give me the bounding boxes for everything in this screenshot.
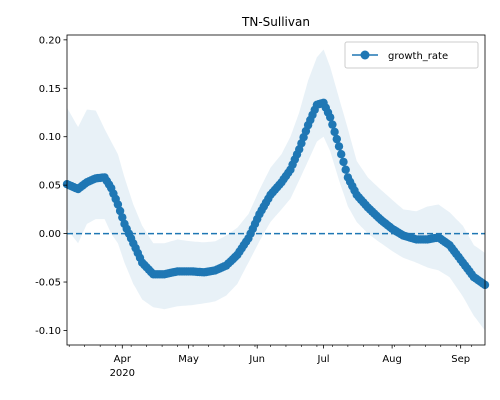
x-tick-sublabel: 2020 [110, 368, 135, 379]
x-tick-label: Aug [382, 354, 402, 365]
data-point [330, 127, 339, 137]
data-point [332, 134, 341, 144]
legend: growth_rate [344, 41, 479, 69]
data-point [341, 165, 350, 174]
y-tick-label: 0.10 [39, 132, 61, 143]
y-tick-label: 0.20 [39, 35, 61, 46]
y-tick-label: -0.05 [35, 278, 61, 289]
data-point [339, 157, 348, 167]
x-tick-label: Sep [451, 354, 470, 365]
data-point [328, 120, 337, 129]
x-tick-label: Jul [317, 354, 330, 365]
x-tick-label: Apr [114, 354, 132, 365]
y-tick-label: 0.15 [39, 84, 61, 95]
x-tick-label: May [178, 354, 199, 365]
x-tick-label: Jun [248, 354, 265, 365]
chart-title: TN-Sullivan [241, 15, 310, 29]
plot-area [62, 49, 490, 331]
data-point [334, 142, 344, 151]
legend-label: growth_rate [388, 51, 448, 62]
data-point [115, 206, 125, 216]
series-markers [62, 98, 490, 290]
axes: -0.10 -0.05 0.00 0.05 0.10 0.15 0.20 Apr 2020 May… [35, 34, 486, 379]
data-point [337, 150, 346, 159]
y-tick-label: 0.00 [39, 229, 61, 240]
legend-frame [344, 41, 479, 69]
axes-frame [66, 34, 486, 346]
data-point [113, 200, 123, 209]
data-point [118, 213, 127, 222]
data-point [326, 113, 335, 122]
legend-marker [360, 50, 370, 60]
y-tick-label: -0.10 [35, 326, 61, 337]
y-tick-label: 0.05 [39, 181, 61, 192]
